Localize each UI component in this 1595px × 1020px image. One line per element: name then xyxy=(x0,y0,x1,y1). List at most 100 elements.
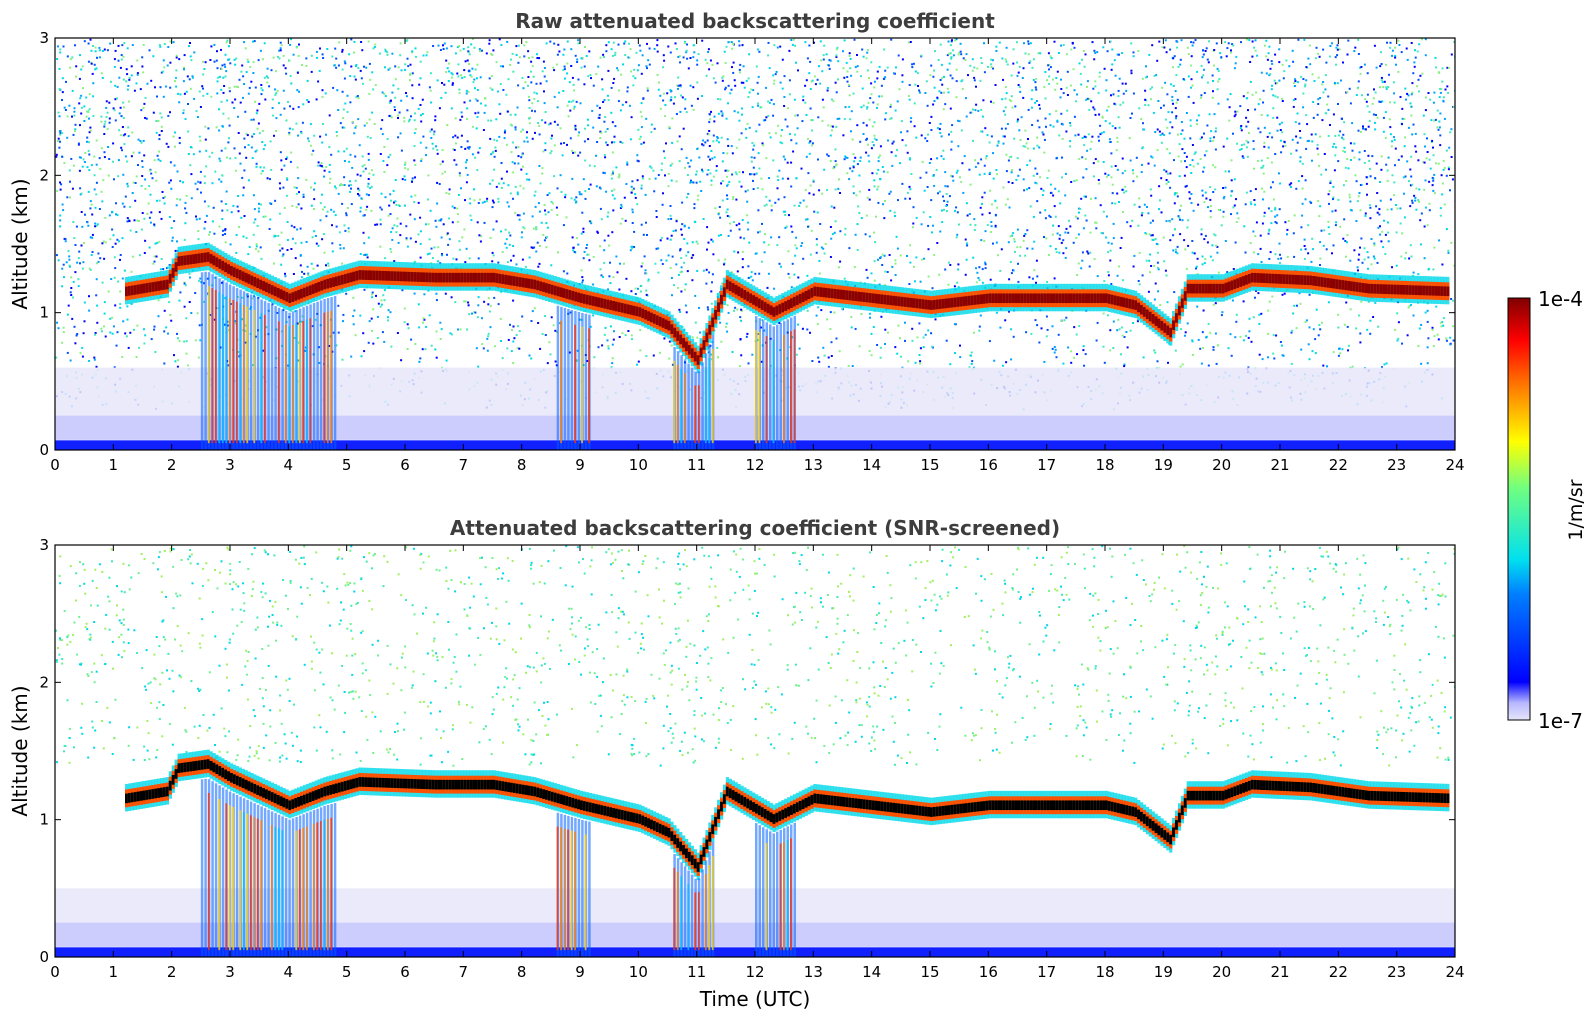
noise-pixel xyxy=(1334,134,1337,137)
noise-pixel xyxy=(224,147,227,150)
noise-pixel xyxy=(1267,356,1269,359)
noise-pixel xyxy=(1226,137,1229,140)
noise-pixel xyxy=(519,184,522,187)
noise-pixel xyxy=(503,137,506,140)
noise-pixel xyxy=(1303,238,1306,241)
noise-pixel xyxy=(595,154,598,157)
noise-pixel xyxy=(752,188,755,190)
noise-pixel xyxy=(603,239,606,242)
noise-pixel xyxy=(1002,142,1005,145)
noise-pixel xyxy=(374,223,377,226)
noise-pixel xyxy=(1260,159,1263,162)
noise-pixel xyxy=(1090,140,1093,143)
noise-pixel xyxy=(1257,292,1260,295)
noise-pixel xyxy=(1085,195,1087,198)
noise-pixel xyxy=(849,118,852,121)
noise-pixel xyxy=(766,286,769,289)
noise-pixel xyxy=(852,165,855,168)
noise-pixel xyxy=(1031,277,1034,280)
noise-pixel xyxy=(550,264,553,267)
noise-pixel xyxy=(153,159,156,162)
noise-pixel xyxy=(747,96,750,98)
noise-pixel xyxy=(428,238,431,241)
noise-pixel xyxy=(571,177,574,180)
noise-pixel xyxy=(130,303,133,305)
noise-pixel xyxy=(123,42,126,44)
noise-pixel xyxy=(1324,88,1327,91)
noise-pixel xyxy=(970,111,973,114)
noise-pixel xyxy=(732,71,735,74)
noise-pixel xyxy=(983,71,986,74)
noise-pixel xyxy=(488,310,491,313)
noise-pixel xyxy=(604,326,607,329)
noise-pixel xyxy=(1248,132,1250,134)
noise-pixel xyxy=(794,114,797,117)
noise-pixel xyxy=(93,63,96,66)
noise-pixel xyxy=(681,223,684,226)
noise-pixel xyxy=(498,38,501,41)
noise-pixel xyxy=(1019,246,1022,249)
noise-pixel xyxy=(1089,231,1092,234)
noise-pixel xyxy=(244,47,247,50)
noise-pixel xyxy=(516,347,519,350)
noise-pixel xyxy=(933,254,936,257)
noise-pixel xyxy=(556,214,559,216)
noise-pixel xyxy=(1174,248,1177,251)
noise-pixel xyxy=(1364,98,1367,101)
noise-pixel xyxy=(82,261,85,264)
noise-pixel xyxy=(1228,170,1230,173)
noise-pixel xyxy=(132,151,135,154)
noise-pixel xyxy=(114,304,117,307)
noise-pixel xyxy=(1102,345,1105,348)
noise-pixel xyxy=(58,146,61,149)
noise-pixel xyxy=(1443,117,1446,120)
noise-pixel xyxy=(1196,257,1199,260)
noise-pixel xyxy=(1117,95,1120,98)
noise-pixel xyxy=(62,45,65,48)
noise-pixel xyxy=(577,154,580,157)
noise-pixel xyxy=(517,146,520,148)
noise-pixel xyxy=(846,80,849,83)
noise-pixel xyxy=(1165,220,1168,223)
noise-pixel xyxy=(606,144,609,146)
noise-pixel xyxy=(368,92,371,95)
noise-pixel xyxy=(1156,128,1159,131)
noise-pixel xyxy=(1411,91,1414,94)
noise-pixel xyxy=(710,184,713,187)
noise-pixel xyxy=(248,246,251,248)
noise-pixel xyxy=(350,355,353,358)
noise-pixel xyxy=(390,99,392,102)
noise-pixel xyxy=(125,80,128,83)
noise-pixel xyxy=(626,163,629,166)
noise-pixel xyxy=(228,86,231,89)
noise-pixel xyxy=(410,115,412,118)
noise-pixel xyxy=(530,60,533,63)
noise-pixel xyxy=(670,98,673,101)
noise-pixel xyxy=(376,337,379,339)
noise-pixel xyxy=(660,168,663,171)
noise-pixel xyxy=(837,78,839,81)
noise-pixel xyxy=(222,76,225,79)
noise-pixel xyxy=(1179,218,1181,221)
noise-pixel xyxy=(321,238,324,241)
noise-pixel xyxy=(855,194,858,197)
noise-pixel xyxy=(490,119,493,122)
noise-pixel xyxy=(667,45,670,48)
noise-pixel xyxy=(978,266,981,269)
noise-pixel xyxy=(223,85,226,87)
noise-pixel xyxy=(684,98,687,101)
noise-pixel xyxy=(1212,348,1215,351)
noise-pixel xyxy=(984,261,987,264)
noise-pixel xyxy=(884,69,887,72)
noise-pixel xyxy=(611,343,614,346)
noise-pixel xyxy=(747,276,750,279)
noise-pixel xyxy=(1065,130,1068,133)
noise-pixel xyxy=(511,161,514,164)
noise-pixel xyxy=(1278,79,1281,82)
noise-pixel xyxy=(387,319,389,322)
noise-pixel xyxy=(1169,186,1172,189)
noise-pixel xyxy=(1436,333,1439,336)
noise-pixel xyxy=(974,159,977,162)
noise-pixel xyxy=(842,50,844,53)
noise-pixel xyxy=(119,66,122,69)
